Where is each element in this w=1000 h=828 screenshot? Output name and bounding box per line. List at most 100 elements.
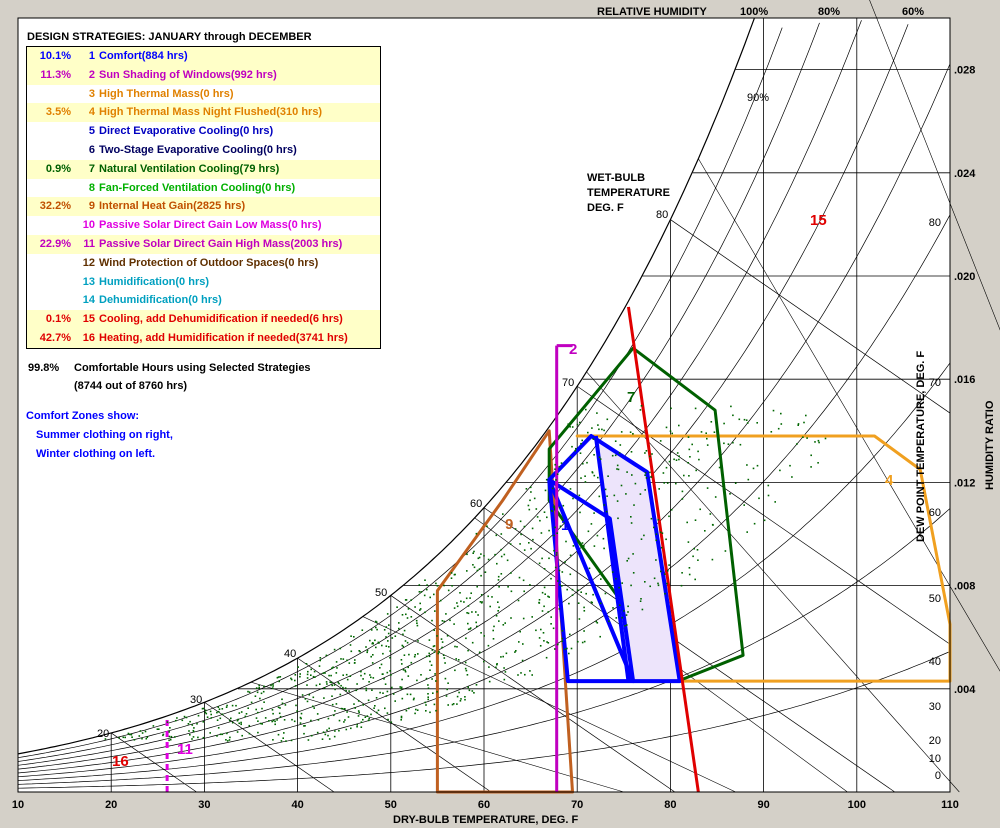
data-point — [327, 717, 330, 720]
data-point — [443, 620, 446, 623]
data-point — [525, 488, 528, 490]
data-point — [559, 583, 561, 586]
data-point — [238, 722, 240, 725]
data-point — [387, 632, 390, 635]
data-point — [271, 687, 274, 689]
data-point — [544, 593, 546, 595]
data-point — [598, 495, 601, 498]
data-point — [427, 684, 429, 686]
data-point — [591, 601, 593, 604]
data-point — [550, 577, 552, 580]
data-point — [350, 635, 352, 637]
data-point — [276, 676, 279, 679]
data-point — [500, 548, 502, 551]
data-point — [625, 493, 627, 495]
legend-item-pct: 0.1% — [45, 313, 71, 326]
data-point — [389, 656, 391, 659]
legend-item-pct: 22.9% — [39, 237, 71, 250]
data-point — [248, 691, 251, 693]
data-point — [425, 677, 428, 680]
data-point — [328, 738, 331, 740]
data-point — [236, 719, 239, 722]
data-point — [659, 440, 662, 442]
data-point — [481, 601, 483, 603]
data-point — [339, 647, 342, 650]
data-point — [240, 711, 243, 713]
data-point — [343, 721, 345, 723]
data-point — [271, 709, 274, 711]
data-point — [372, 642, 374, 645]
data-point — [369, 674, 371, 676]
data-point — [480, 553, 482, 555]
dew-point-tick-label: 40 — [929, 656, 941, 668]
data-point — [427, 698, 429, 701]
data-point — [723, 442, 725, 445]
data-point — [300, 712, 303, 715]
data-point — [624, 625, 626, 627]
data-point — [452, 703, 455, 705]
data-point — [536, 516, 539, 518]
data-point — [316, 731, 319, 734]
data-point — [247, 707, 249, 709]
data-point — [376, 628, 378, 631]
data-point — [362, 678, 364, 680]
legend-item-pct — [27, 85, 77, 104]
data-point — [257, 731, 259, 734]
data-point — [366, 715, 369, 717]
data-point — [301, 694, 304, 696]
data-point — [219, 717, 222, 720]
data-point — [531, 527, 534, 530]
data-point — [375, 621, 378, 623]
data-point — [427, 693, 429, 695]
data-point — [428, 655, 431, 658]
data-point — [403, 654, 406, 656]
legend-item-label: Cooling, add Dehumidification if needed(… — [99, 313, 343, 326]
x-tick-label: 30 — [198, 799, 210, 811]
data-point — [488, 680, 491, 683]
data-point — [431, 619, 433, 622]
data-point — [406, 641, 409, 644]
data-point — [498, 620, 500, 622]
data-point — [191, 724, 194, 726]
data-point — [658, 488, 660, 490]
data-point — [401, 614, 404, 616]
data-point — [650, 517, 653, 520]
legend-item: 11.3% 2 Sun Shading of Windows(992 hrs) — [27, 65, 380, 85]
data-point — [714, 496, 717, 498]
data-point — [210, 717, 213, 719]
data-point — [634, 482, 637, 485]
data-point — [374, 639, 376, 642]
data-point — [561, 571, 564, 573]
rh-curve — [17, 651, 951, 789]
data-point — [417, 653, 419, 655]
data-point — [258, 687, 260, 689]
data-point — [228, 739, 231, 741]
data-point — [384, 683, 387, 685]
data-point — [510, 590, 513, 593]
legend-item-pct — [27, 179, 77, 198]
legend-item-pct — [27, 291, 77, 310]
data-point — [664, 592, 666, 595]
data-point — [257, 720, 259, 722]
data-point — [569, 554, 572, 557]
data-point — [488, 666, 490, 668]
data-point — [626, 624, 628, 626]
data-point — [314, 676, 316, 678]
data-point — [491, 596, 493, 598]
data-point — [281, 702, 284, 705]
legend-item-pct — [27, 216, 77, 235]
data-point — [277, 676, 280, 678]
data-point — [738, 418, 741, 421]
data-point — [640, 405, 643, 407]
dew-point-tick-label: 70 — [929, 377, 941, 389]
data-point — [631, 474, 633, 476]
data-point — [345, 689, 347, 692]
data-point — [601, 428, 603, 431]
data-point — [328, 674, 330, 677]
y-tick-label: .016 — [954, 374, 975, 386]
x-tick-label: 70 — [571, 799, 583, 811]
data-point — [442, 654, 445, 656]
data-point — [299, 673, 301, 675]
data-point — [657, 582, 659, 585]
data-point — [419, 609, 421, 611]
